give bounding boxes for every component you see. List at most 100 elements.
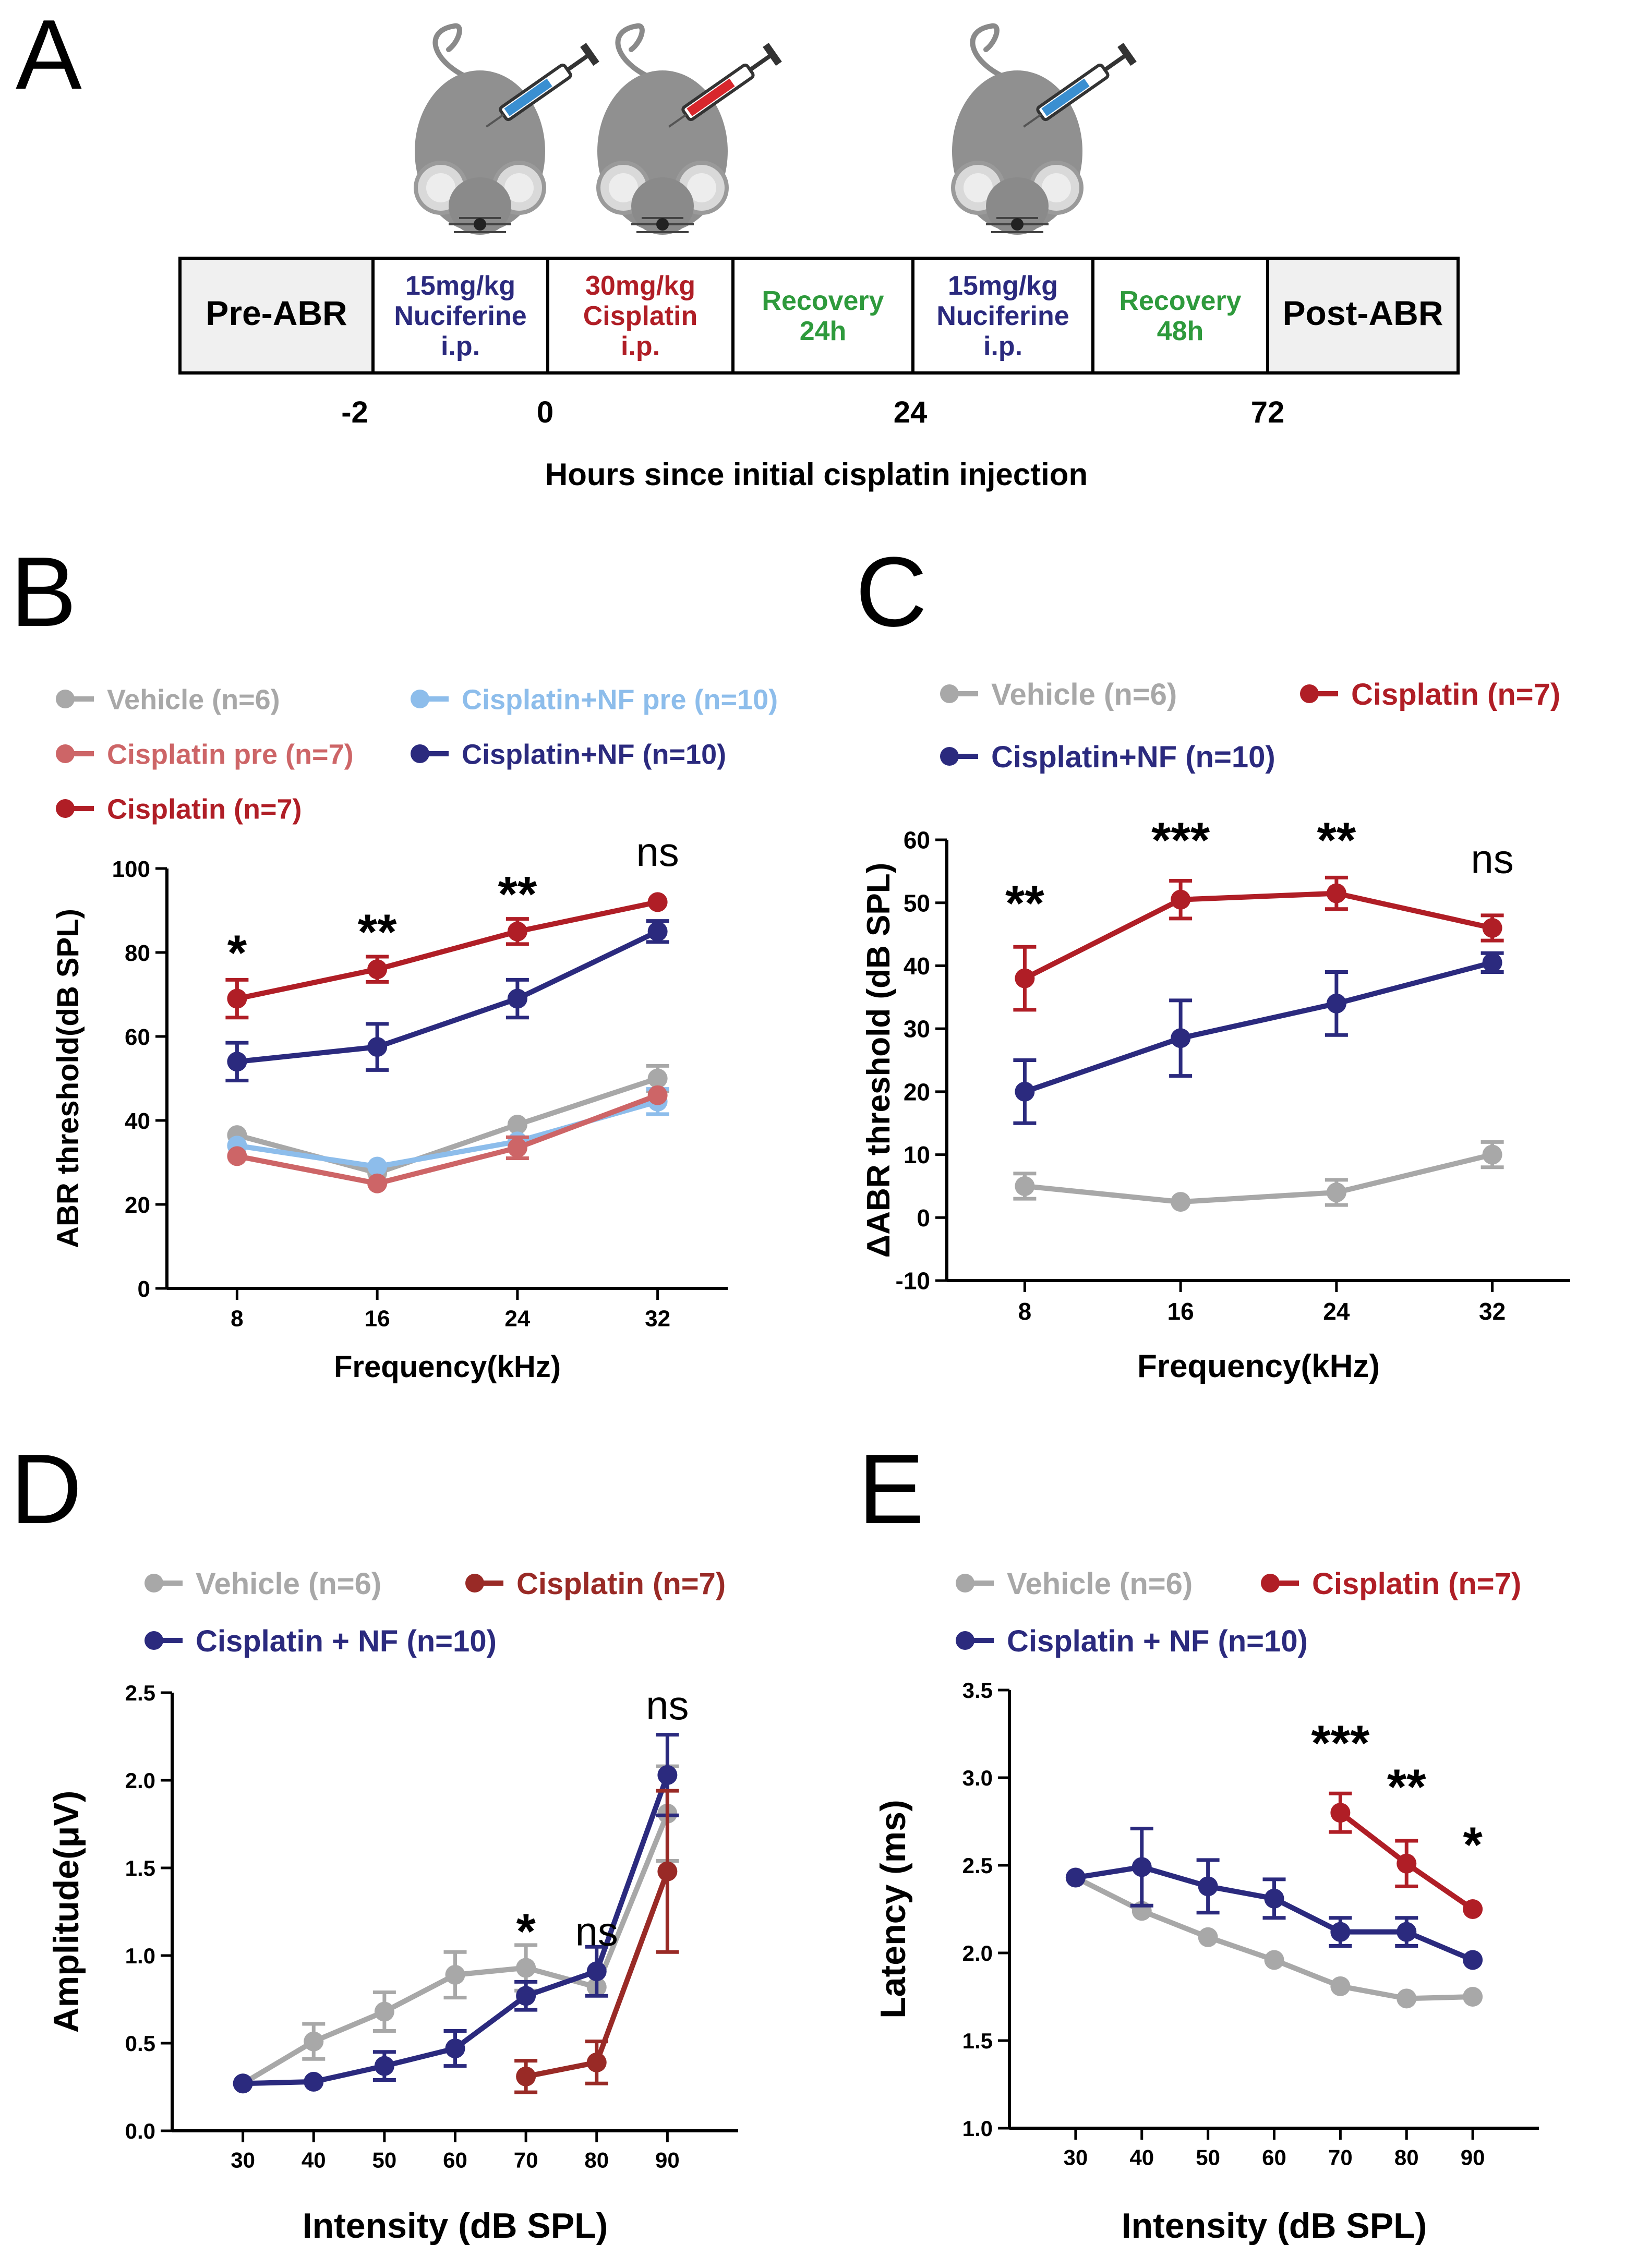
legend-item: Vehicle (n=6) <box>956 1567 1193 1601</box>
x-tick-label: 80 <box>1394 2145 1419 2169</box>
data-point <box>1171 889 1191 910</box>
series <box>1329 1791 1483 1919</box>
y-tick-label: 60 <box>904 827 930 854</box>
x-tick-label: 90 <box>655 2148 680 2172</box>
time-tick-label: 72 <box>1251 395 1285 429</box>
legend-label: Cisplatin (n=7) <box>107 793 302 825</box>
series <box>227 1085 668 1193</box>
x-tick-label: 30 <box>231 2148 255 2172</box>
y-tick-label: 2.5 <box>125 1681 155 1705</box>
data-point <box>367 1037 388 1057</box>
legend-item: Cisplatin + NF (n=10) <box>145 1624 497 1658</box>
significance-label: *** <box>1151 813 1210 868</box>
syringe-icon <box>486 43 599 128</box>
data-point <box>516 1958 536 1978</box>
x-tick-label: 8 <box>1018 1298 1032 1325</box>
legend-item: Vehicle (n=6) <box>145 1567 381 1601</box>
significance-label: ** <box>1005 875 1044 931</box>
data-point <box>507 1115 527 1135</box>
series <box>1013 951 1504 1125</box>
legend-marker <box>956 1631 974 1650</box>
y-tick-label: 20 <box>125 1192 150 1218</box>
mouse-tail <box>432 23 472 81</box>
timeline-box-frame <box>371 257 549 375</box>
y-tick-label: -10 <box>896 1268 930 1295</box>
y-tick-label: 80 <box>125 940 150 966</box>
panel-a: APre-ABR15mg/kgNuciferinei.p.30mg/kgCisp… <box>16 0 1460 492</box>
data-point <box>1482 952 1502 973</box>
data-point <box>367 1173 388 1193</box>
mouse-nose <box>1011 218 1024 231</box>
panel-label-b: B <box>10 537 77 647</box>
y-tick-label: 1.0 <box>125 1944 155 1968</box>
data-point <box>1326 1183 1346 1202</box>
series-line <box>236 1099 658 1169</box>
panel-label-e: E <box>858 1434 924 1545</box>
data-point <box>1132 1857 1152 1877</box>
mouse-head <box>449 177 511 235</box>
series-line <box>1024 1152 1493 1205</box>
syringe-fluid <box>1041 78 1090 116</box>
significance-label: ** <box>358 904 397 960</box>
significance-label: ns <box>636 829 679 875</box>
data-point <box>1171 1192 1191 1212</box>
data-point <box>647 921 668 942</box>
mouse-icon <box>951 23 1137 235</box>
significance-label: ** <box>1317 813 1356 868</box>
data-point <box>1397 1853 1417 1874</box>
syringe-handle <box>580 43 599 66</box>
x-tick-label: 70 <box>1328 2145 1353 2169</box>
legend-item: Cisplatin+NF (n=10) <box>411 739 726 770</box>
legend-item: Vehicle (n=6) <box>940 678 1177 711</box>
legend-item: Cisplatin+NF pre (n=10) <box>411 684 778 715</box>
time-tick-label: -2 <box>341 395 368 429</box>
data-point <box>647 1085 668 1105</box>
timeline-box-text: Recovery <box>762 286 884 316</box>
timeline-box-text: Nuciferine <box>394 301 526 331</box>
x-axis-title: Frequency(kHz) <box>334 1350 561 1384</box>
y-tick-label: 2.5 <box>962 1853 993 1878</box>
legend-label: Vehicle (n=6) <box>107 684 280 715</box>
data-point <box>374 2001 394 2022</box>
syringe-plunger <box>566 53 591 72</box>
x-tick-label: 32 <box>645 1306 670 1332</box>
series <box>1013 1140 1504 1212</box>
data-point <box>1397 1922 1417 1942</box>
y-tick-label: 20 <box>904 1078 930 1105</box>
x-tick-label: 70 <box>514 2148 538 2172</box>
series <box>1065 1826 1483 1970</box>
legend-label: Cisplatin pre (n=7) <box>107 739 354 770</box>
x-tick-label: 16 <box>365 1306 390 1332</box>
data-point <box>374 2056 394 2076</box>
mouse-head <box>631 177 694 235</box>
timeline-box-frame <box>546 257 735 375</box>
data-point <box>1015 968 1035 988</box>
legend-item: Cisplatin + NF (n=10) <box>956 1624 1308 1658</box>
y-tick-label: 0 <box>917 1204 930 1232</box>
legend-label: Cisplatin (n=7) <box>1312 1567 1521 1601</box>
data-point <box>1198 1876 1218 1897</box>
data-point <box>1463 1987 1483 2007</box>
timeline-box-text: Recovery <box>1119 286 1241 316</box>
panel-label-c: C <box>856 537 927 647</box>
timeline-box-frame <box>1091 257 1269 375</box>
data-point <box>1326 993 1346 1014</box>
chart-panel-c: C -10 0 10 20 30 40 50 60 8 16 24 32 Frequency(kHz) ΔA… <box>856 537 1570 1384</box>
chart-panel-b: B 0 20 40 60 80 100 8 16 24 32 Frequency(kHz) ABR th… <box>10 537 778 1384</box>
x-tick-label: 50 <box>372 2148 397 2172</box>
significance-label: ns <box>646 1682 689 1728</box>
legend-label: Vehicle (n=6) <box>196 1567 381 1601</box>
data-point <box>445 1964 465 1985</box>
y-axis-title: Latency (ms) <box>873 1800 913 2018</box>
series <box>225 892 668 1020</box>
series <box>1013 875 1504 1012</box>
syringe-fluid <box>687 78 735 116</box>
y-tick-label: 3.5 <box>962 1678 993 1703</box>
syringe-needle <box>1023 114 1042 128</box>
data-point <box>1482 1144 1502 1165</box>
timeline-box-text: Cisplatin <box>583 301 698 331</box>
legend-label: Cisplatin + NF (n=10) <box>1007 1624 1308 1658</box>
legend-marker <box>145 1631 163 1650</box>
x-tick-label: 60 <box>1262 2145 1286 2169</box>
